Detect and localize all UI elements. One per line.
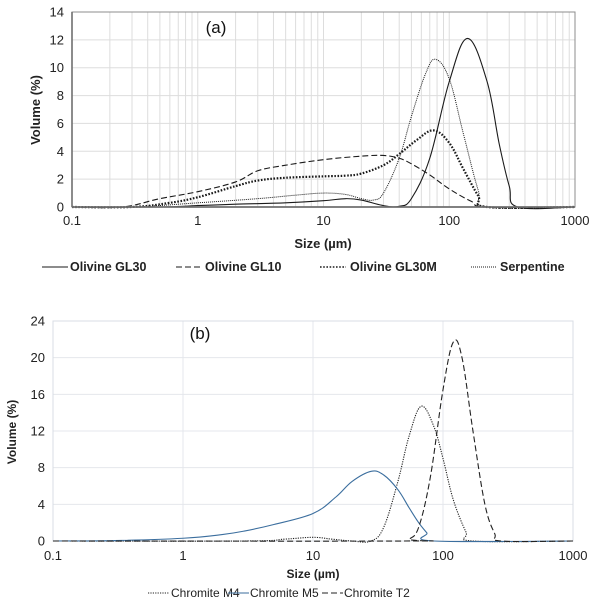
x-tick-label: 10: [316, 213, 330, 228]
legend-item: Chromite M5: [228, 586, 319, 600]
legend-label: Olivine GL10: [205, 260, 281, 274]
x-tick-label: 0.1: [63, 213, 81, 228]
y-tick-labels-b: 0 4 8 12 16 20 24: [31, 314, 45, 549]
x-tick-label: 1000: [561, 213, 590, 228]
y-tick-label: 12: [31, 424, 45, 439]
x-tick-labels-b: 0.1 1 10 100 1000: [44, 548, 588, 563]
legend-item: Chromite T2: [322, 586, 410, 600]
series-line-chromite-m5: [52, 470, 574, 543]
legend-label: Chromite M4: [171, 586, 240, 600]
y-tick-label: 8: [38, 460, 45, 475]
panel-label-b: (b): [190, 324, 211, 343]
y-axis-title-a: Volume (%): [28, 75, 43, 145]
legend-label: Olivine GL30: [70, 260, 146, 274]
legend-item: Olivine GL30M: [320, 260, 437, 274]
grid-a: [71, 11, 576, 208]
legend-label: Olivine GL30M: [350, 260, 437, 274]
y-tick-label: 10: [50, 60, 64, 75]
legend-item: Olivine GL30: [42, 260, 146, 274]
x-tick-label: 0.1: [44, 548, 62, 563]
y-tick-label: 12: [50, 32, 64, 47]
plot-border: [52, 320, 574, 542]
y-tick-label: 2: [57, 172, 64, 187]
x-tick-label: 1: [194, 213, 201, 228]
x-tick-label: 1000: [559, 548, 588, 563]
series-line-chromite-t2: [52, 339, 574, 543]
y-axis-title-b: Volume (%): [5, 400, 19, 464]
panel-label-a: (a): [206, 18, 227, 37]
legend-label: Chromite M5: [250, 586, 319, 600]
series-line-olivine-gl10: [71, 154, 576, 209]
y-tick-label: 16: [31, 387, 45, 402]
y-tick-label: 4: [38, 497, 45, 512]
legend-label: Serpentine: [500, 260, 565, 274]
x-axis-title-a: Size (µm): [294, 236, 351, 251]
x-axis-title-b: Size (µm): [287, 567, 340, 581]
x-tick-label: 10: [306, 548, 320, 563]
y-tick-label: 6: [57, 116, 64, 131]
legend-label: Chromite T2: [344, 586, 410, 600]
y-tick-label: 8: [57, 88, 64, 103]
legend-item: Serpentine: [471, 260, 565, 274]
legend-b: Chromite M4 Chromite M5 Chromite T2: [148, 586, 410, 600]
legend-item: Olivine GL10: [176, 260, 281, 274]
x-tick-label: 1: [179, 548, 186, 563]
plot-frame-a: [71, 11, 576, 208]
series-line-serpentine: [71, 58, 576, 209]
y-tick-label: 14: [50, 5, 64, 20]
y-tick-label: 20: [31, 350, 45, 365]
y-tick-label: 24: [31, 314, 45, 329]
chart-panel-a: 0 2 4 6 8 10 12 14 0.1 1 10 100 1000 (a) Volume (%)…: [28, 5, 589, 275]
x-tick-label: 100: [438, 213, 460, 228]
x-tick-label: 100: [432, 548, 454, 563]
y-tick-labels-a: 0 2 4 6 8 10 12 14: [50, 5, 64, 215]
series-group-b: [52, 339, 574, 543]
x-tick-labels-a: 0.1 1 10 100 1000: [63, 213, 590, 228]
legend-item: Chromite M4: [148, 586, 240, 600]
legend-a: Olivine GL30 Olivine GL10 Olivine GL30M Ser…: [42, 260, 565, 274]
y-tick-label: 0: [57, 200, 64, 215]
grid-b: [52, 320, 574, 542]
y-tick-label: 0: [38, 534, 45, 549]
chart-panel-b: 0 4 8 12 16 20 24 0.1 1 10 100 1000 (b) Volume (%)…: [5, 314, 587, 601]
y-tick-label: 4: [57, 144, 64, 159]
